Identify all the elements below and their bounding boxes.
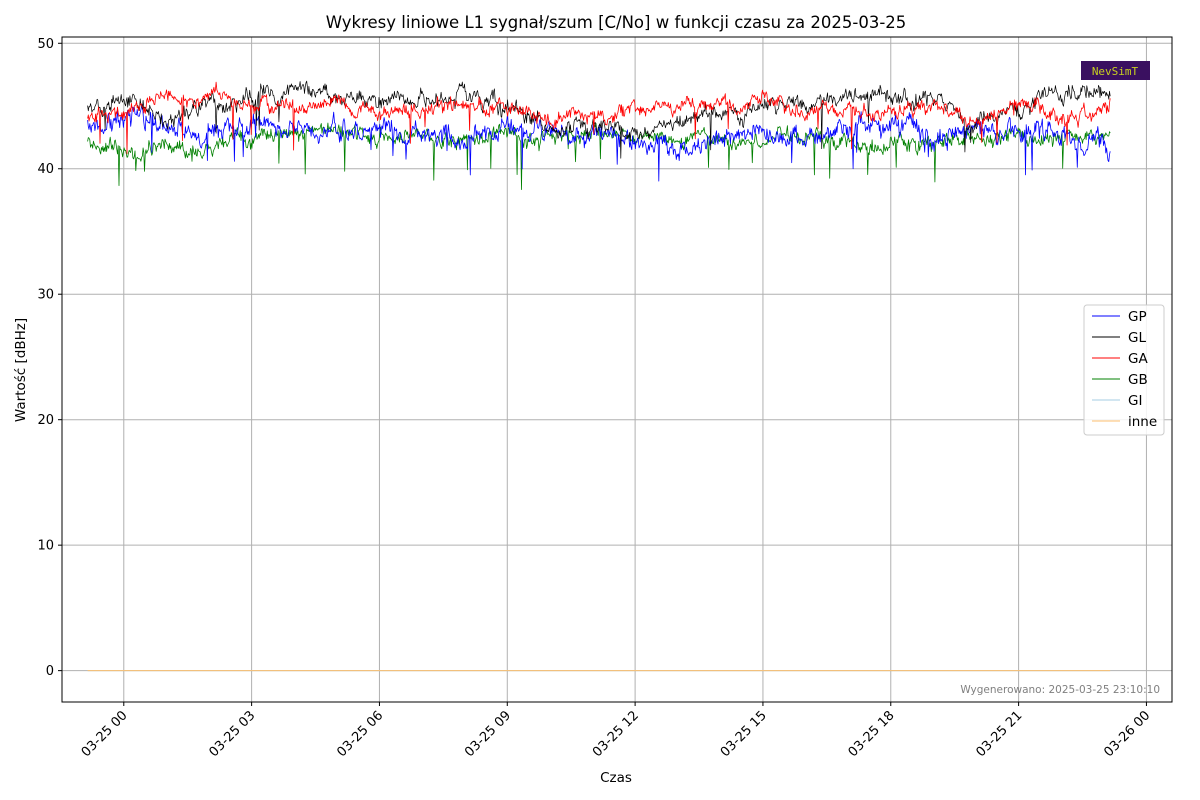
- series-line-gb: [87, 122, 1111, 191]
- legend-label-gl: GL: [1128, 330, 1146, 346]
- x-tick-label: 03-25 09: [462, 708, 514, 760]
- generated-timestamp: Wygenerowano: 2025-03-25 23:10:10: [960, 684, 1160, 696]
- legend: GP GL GA GB GI inne: [1083, 304, 1165, 436]
- x-axis-label: Czas: [600, 770, 632, 786]
- legend-label-gp: GP: [1128, 309, 1147, 325]
- logo-background: [1081, 61, 1150, 80]
- legend-label-gb: GB: [1128, 372, 1148, 388]
- plot-frame: [61, 36, 1173, 703]
- x-tick-label: 03-26 00: [1101, 708, 1153, 760]
- y-tick-label: 40: [37, 162, 54, 177]
- y-tick-label: 20: [37, 413, 54, 428]
- x-tick-label: 03-25 21: [973, 708, 1025, 760]
- series-line-gp: [87, 104, 1111, 182]
- x-tick-label: 03-25 03: [207, 708, 259, 760]
- x-tick-label: 03-25 00: [79, 708, 131, 760]
- x-tick-label: 03-25 15: [718, 708, 770, 760]
- y-tick-label: 10: [37, 539, 54, 554]
- legend-label-inne: inne: [1128, 414, 1157, 430]
- y-axis-label: Wartość [dBHz]: [13, 318, 29, 422]
- series-lines: [87, 80, 1111, 672]
- logo-badge: NevSimT: [1081, 61, 1150, 80]
- y-tick-label: 30: [37, 288, 54, 303]
- logo-text: NevSimT: [1092, 65, 1139, 78]
- series-line-ga: [87, 81, 1111, 155]
- y-tick-label: 0: [46, 664, 54, 679]
- x-tick-label: 03-25 06: [334, 708, 386, 760]
- series-line-gl: [87, 80, 1111, 159]
- grid: [62, 37, 1172, 702]
- legend-label-ga: GA: [1128, 351, 1148, 367]
- x-tick-label: 03-25 18: [846, 708, 898, 760]
- x-tick-label: 03-25 12: [590, 708, 642, 760]
- chart-title: Wykresy liniowe L1 sygnał/szum [C/No] w …: [326, 13, 907, 32]
- legend-label-gi: GI: [1128, 393, 1142, 409]
- y-tick-label: 50: [37, 37, 54, 52]
